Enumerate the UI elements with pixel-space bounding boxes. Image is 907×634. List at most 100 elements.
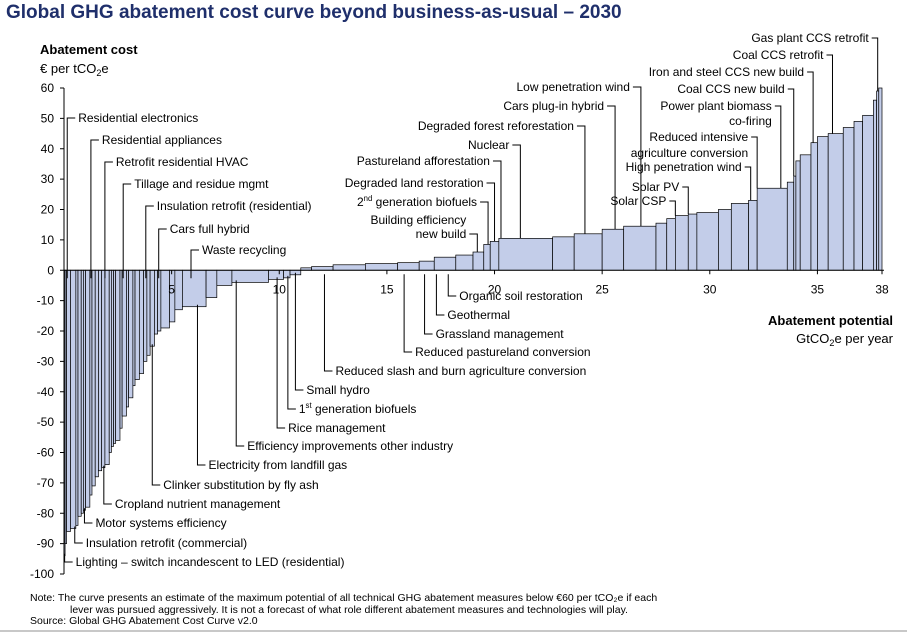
bar-72 xyxy=(817,136,829,271)
bar-60 xyxy=(674,215,689,271)
annotation-power-plant-biomass: Power plant biomass xyxy=(660,99,771,113)
y-tick-label--60: -60 xyxy=(37,446,55,460)
annotation-tillage-and-residue-mgmt: Tillage and residue mgmt xyxy=(134,177,269,191)
annotation-high-penetration-wind: High penetration wind xyxy=(626,160,742,174)
annotation-reduced-intensive: Reduced intensive xyxy=(649,130,748,144)
bar-3 xyxy=(66,269,71,532)
x-tick-label-5: 5 xyxy=(168,282,175,296)
y-tick-label-50: 50 xyxy=(41,111,55,125)
annotation-building-efficiency-leader xyxy=(469,233,478,253)
y-tick-label--50: -50 xyxy=(37,415,55,429)
annotation-low-penetration-wind-leader xyxy=(632,86,642,227)
annotation-tillage-and-residue-mgmt-leader xyxy=(122,183,132,279)
annotation-iron-and-steel-ccs-new-build-leader xyxy=(807,71,814,143)
annotation-degraded-land-restoration: Degraded land restoration xyxy=(345,176,484,190)
bar-46 xyxy=(397,262,420,271)
bar-12 xyxy=(94,269,99,478)
annotation-grassland-management-leader xyxy=(424,274,433,335)
annotation-lighting-switch-incandescent-to-led-residential-leader xyxy=(64,553,73,563)
bar-9 xyxy=(85,269,91,508)
annotation-building-efficiency: Building efficiency xyxy=(370,213,466,227)
bar-54 xyxy=(552,236,575,271)
annotation-power-plant-biomass-line2: co-firing xyxy=(729,114,772,128)
annotation-cars-full-hybrid-leader xyxy=(158,228,167,279)
annotation-cropland-nutrient-management-leader xyxy=(103,465,112,505)
bar-31 xyxy=(157,269,162,332)
annotation-iron-and-steel-ccs-new-build: Iron and steel CCS new build xyxy=(649,65,804,79)
bar-32 xyxy=(160,269,170,329)
annotation-small-hydro: Small hydro xyxy=(306,383,370,397)
annotation-2nd-generation-biofuels: 2nd generation biofuels xyxy=(357,194,477,209)
annotation-residential-electronics: Residential electronics xyxy=(78,111,198,125)
bar-61 xyxy=(687,213,698,271)
bar-30 xyxy=(154,269,158,335)
x-tick-label-38: 38 xyxy=(875,282,889,296)
annotation-insulation-retrofit-commercial: Insulation retrofit (commercial) xyxy=(86,536,247,550)
annotation-degraded-forest-reforestation-leader xyxy=(576,125,586,234)
annotation-2nd-generation-biofuels-leader xyxy=(480,201,489,245)
annotation-pastureland-afforestation: Pastureland afforestation xyxy=(357,154,490,168)
annotation-cars-plug-in-hybrid: Cars plug-in hybrid xyxy=(503,99,604,113)
annotation-degraded-land-restoration-leader xyxy=(486,182,496,242)
x-axis-unit: GtCO2e per year xyxy=(796,331,893,348)
bar-55 xyxy=(573,233,603,271)
y-tick-label-60: 60 xyxy=(41,81,55,95)
annotation-low-penetration-wind: Low penetration wind xyxy=(516,80,629,94)
bar-74 xyxy=(842,127,855,271)
annotation-reduced-slash-and-burn-agriculture-conversion: Reduced slash and burn agriculture conve… xyxy=(335,364,586,378)
bar-27 xyxy=(143,269,148,362)
annotation-coal-ccs-retrofit: Coal CCS retrofit xyxy=(733,48,824,62)
annotation-pastureland-afforestation-leader xyxy=(492,160,502,239)
bar-75 xyxy=(853,121,863,271)
bar-77 xyxy=(873,99,877,271)
annotation-electricity-from-landfill-gas-leader xyxy=(196,304,206,466)
annotation-geothermal: Geothermal xyxy=(447,308,510,322)
bar-58 xyxy=(655,222,668,271)
footnote-source: Source: Global GHG Abatement Cost Curve … xyxy=(30,615,258,628)
x-tick-label-20: 20 xyxy=(488,282,502,296)
footnote: Note: The curve presents an estimate of … xyxy=(30,592,860,628)
bar-62 xyxy=(696,212,719,271)
bar-45 xyxy=(365,263,399,271)
annotation-geothermal-leader xyxy=(435,274,445,316)
bar-26 xyxy=(138,269,144,374)
bar-50 xyxy=(472,251,485,271)
bar-44 xyxy=(332,264,366,271)
x-tick-label-10: 10 xyxy=(273,282,287,296)
annotation-building-efficiency-line2: new build xyxy=(416,227,467,241)
bar-51 xyxy=(483,244,491,271)
annotation-insulation-retrofit-residential: Insulation retrofit (residential) xyxy=(157,199,312,213)
bar-6 xyxy=(77,269,82,517)
y-tick-label-0: 0 xyxy=(47,263,54,277)
annotation-cars-full-hybrid: Cars full hybrid xyxy=(170,222,250,236)
footnote-note: Note: The curve presents an estimate of … xyxy=(30,592,658,604)
annotation-waste-recycling: Waste recycling xyxy=(202,243,286,257)
y-tick-label--100: -100 xyxy=(30,567,54,581)
bar-52 xyxy=(489,241,500,271)
annotation-lighting-switch-incandescent-to-led-residential: Lighting – switch incandescent to LED (r… xyxy=(76,555,345,569)
annotation-rice-management: Rice management xyxy=(288,421,386,435)
annotation-nuclear: Nuclear xyxy=(468,138,509,152)
annotation-clinker-substitution-by-fly-ash: Clinker substitution by fly ash xyxy=(163,478,318,492)
annotation-efficiency-improvements-other-industry-leader xyxy=(235,280,245,447)
annotation-organic-soil-restoration: Organic soil restoration xyxy=(459,289,582,303)
annotation-organic-soil-restoration-leader xyxy=(447,274,457,297)
annotation-motor-systems-efficiency-leader xyxy=(83,508,93,524)
annotation-residential-electronics-leader xyxy=(66,117,76,279)
bar-76 xyxy=(862,114,874,271)
bar-13 xyxy=(98,269,103,472)
annotation-motor-systems-efficiency: Motor systems efficiency xyxy=(95,516,226,530)
annotation-grassland-management: Grassland management xyxy=(436,327,565,341)
bar-67 xyxy=(786,181,795,271)
annotation-solar-csp: Solar CSP xyxy=(610,194,666,208)
annotation-cars-plug-in-hybrid-leader xyxy=(607,105,616,230)
bar-63 xyxy=(718,209,732,271)
bar-4 xyxy=(70,269,77,529)
annotation-power-plant-biomass-leader xyxy=(774,105,782,189)
bar-49 xyxy=(455,254,474,271)
bar-37 xyxy=(216,269,233,286)
footnote-note-cont: lever was pursued aggressively. It is no… xyxy=(70,603,628,616)
y-tick-label-40: 40 xyxy=(41,142,55,156)
annotation-cropland-nutrient-management: Cropland nutrient management xyxy=(115,497,281,511)
